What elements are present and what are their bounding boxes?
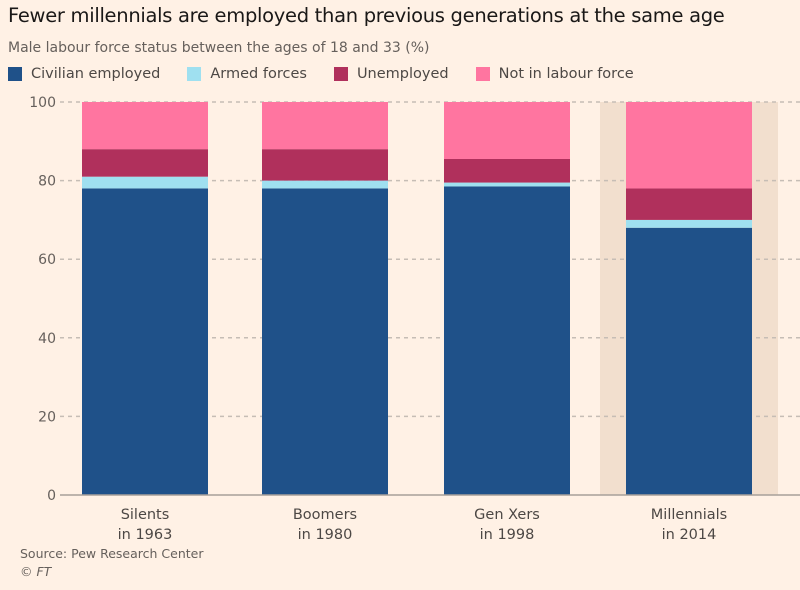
legend-swatch [333,67,348,81]
legend-item: Armed forces [187,66,307,82]
x-tick-label: in 1980 [298,527,353,543]
chart-title: Fewer millennials are employed than prev… [8,4,725,27]
legend-swatch [8,67,22,81]
legend-label: Civilian employed [31,66,161,82]
bar-segment [82,149,208,177]
x-tick-label: Boomers [293,507,357,523]
y-tick-label: 0 [47,488,56,504]
legend-swatch [475,67,490,81]
legend-swatch [187,67,202,81]
x-tick-label: Millennials [651,507,727,523]
bar-segment [626,188,752,220]
x-tick-label: Gen Xers [474,507,540,523]
copyright: © FT [20,564,52,579]
x-tick-label: Silents [121,507,170,523]
bar-segment [444,102,570,159]
legend: Civilian employed Armed forces Unemployed N… [8,66,661,82]
legend-label: Armed forces [210,66,307,82]
bar-segment [626,227,752,495]
bar-segment [262,149,388,181]
legend-item: Civilian employed [8,66,160,82]
y-tick-label: 80 [38,174,56,190]
bar-segment [82,102,208,150]
bar-segment [262,188,388,495]
bar-segment [82,188,208,495]
bar-segment [626,219,752,228]
source-note: Source: Pew Research Center [20,546,204,561]
y-tick-label: 20 [38,409,56,425]
bar-segment [444,186,570,495]
bar-segment [262,180,388,189]
bar-segment [444,158,570,183]
legend-item: Unemployed [333,66,449,82]
x-tick-label: in 2014 [662,527,717,543]
x-tick-label: in 1998 [480,527,535,543]
chart-subtitle: Male labour force status between the age… [8,40,430,56]
x-tick-label: in 1963 [118,527,173,543]
legend-label: Not in labour force [498,66,634,82]
bar-segment [626,102,752,189]
bar-segment [82,176,208,189]
bar-segment [444,182,570,187]
bar-segment [262,102,388,150]
y-tick-label: 60 [38,252,56,268]
y-tick-label: 40 [38,331,56,347]
legend-item: Not in labour force [475,66,634,82]
y-tick-label: 100 [29,95,56,111]
legend-label: Unemployed [356,66,449,82]
